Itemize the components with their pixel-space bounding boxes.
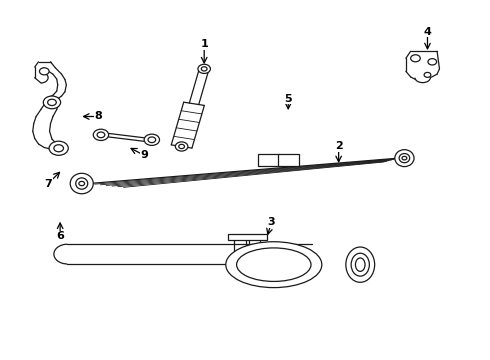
Text: 1: 1 (200, 39, 208, 49)
Text: 2: 2 (335, 141, 343, 152)
Circle shape (93, 129, 109, 140)
Circle shape (428, 59, 437, 65)
Circle shape (54, 145, 64, 152)
Circle shape (97, 132, 105, 138)
Circle shape (40, 68, 49, 75)
Circle shape (411, 55, 420, 62)
Text: 6: 6 (56, 231, 64, 242)
Circle shape (179, 144, 185, 149)
Ellipse shape (355, 258, 365, 271)
Circle shape (424, 72, 431, 77)
Circle shape (43, 96, 61, 109)
Text: 4: 4 (423, 27, 431, 37)
Circle shape (48, 99, 56, 105)
Ellipse shape (346, 247, 375, 282)
Text: 7: 7 (44, 179, 52, 189)
Ellipse shape (76, 178, 88, 189)
Ellipse shape (351, 253, 369, 276)
Text: 3: 3 (268, 217, 275, 227)
Circle shape (175, 142, 188, 151)
FancyBboxPatch shape (228, 234, 267, 240)
Circle shape (148, 137, 156, 143)
FancyBboxPatch shape (278, 154, 299, 166)
Ellipse shape (226, 242, 322, 288)
Text: 9: 9 (140, 150, 148, 160)
Circle shape (201, 67, 207, 71)
FancyBboxPatch shape (258, 154, 279, 166)
Circle shape (144, 134, 160, 145)
Circle shape (402, 156, 407, 160)
Ellipse shape (237, 248, 311, 282)
Text: 8: 8 (95, 112, 102, 121)
Ellipse shape (399, 153, 410, 163)
Circle shape (79, 181, 85, 186)
Circle shape (49, 141, 68, 155)
Circle shape (198, 64, 210, 73)
Text: 5: 5 (284, 94, 292, 104)
Ellipse shape (70, 173, 93, 194)
Ellipse shape (395, 150, 414, 167)
